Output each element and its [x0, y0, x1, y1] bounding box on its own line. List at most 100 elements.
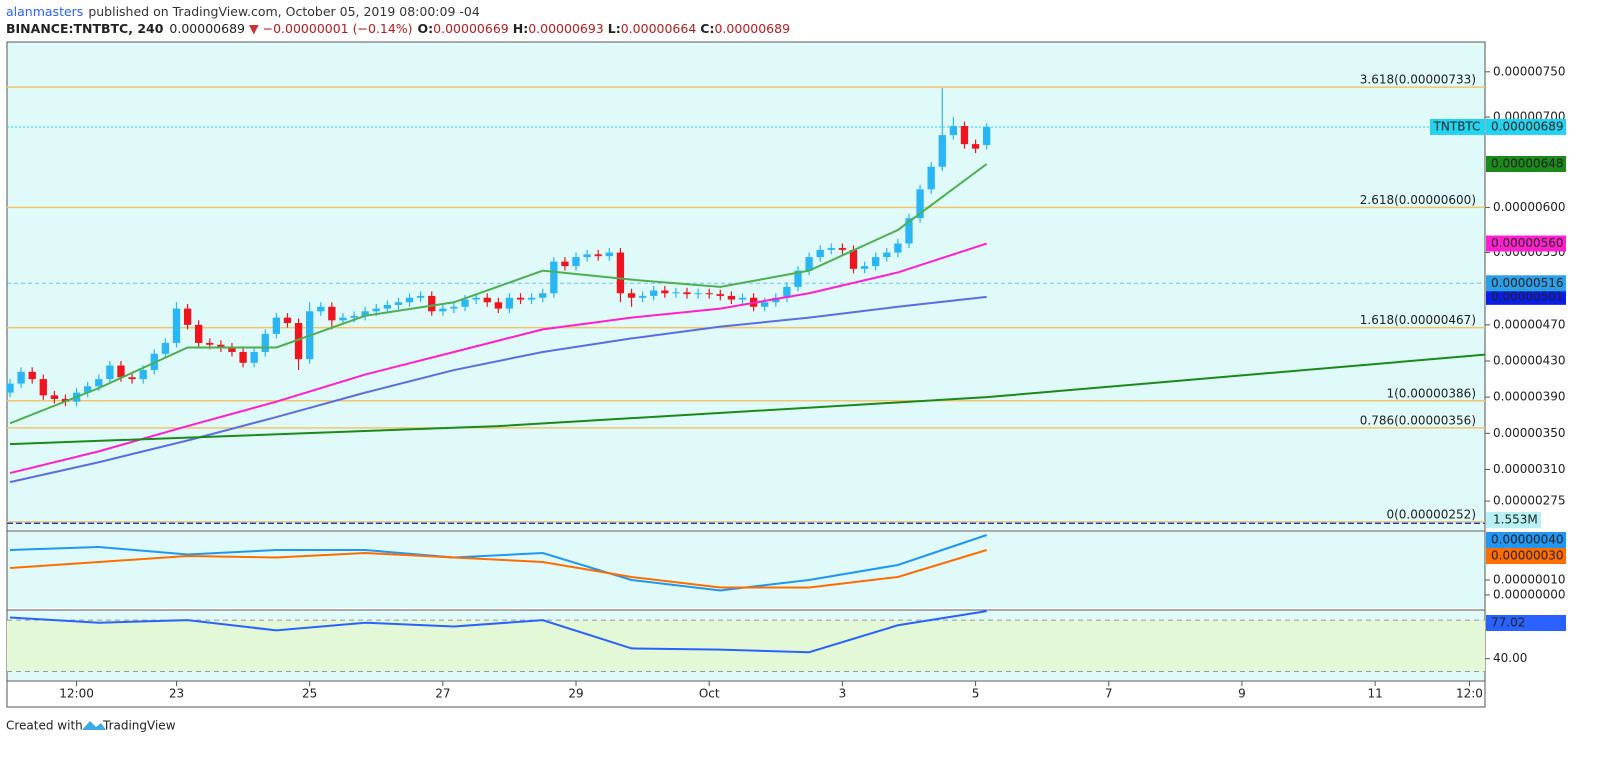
y-tick-label: 0.00000390: [1493, 390, 1566, 404]
candle-body: [472, 297, 480, 300]
x-tick-label: 5: [972, 687, 980, 701]
chart-frame: [6, 41, 1486, 708]
candle-body: [572, 257, 580, 267]
x-tick-label: 29: [568, 687, 583, 701]
ma-label-box: [1486, 156, 1566, 172]
macd-label: 0.00000040: [1491, 533, 1564, 547]
marker-label-box: [1486, 275, 1566, 292]
x-tick-label: 25: [302, 687, 317, 701]
volume-label: 1.553M: [1493, 513, 1538, 527]
candle-body: [339, 317, 347, 321]
price-axis: [1486, 42, 1615, 707]
brand-logo: [82, 721, 106, 730]
candle-body: [949, 126, 958, 136]
c: 0.00000689: [714, 21, 790, 36]
candle-body: [416, 295, 425, 298]
y-tick-label: 0.00000350: [1493, 426, 1566, 440]
last-price-label-box: [1486, 118, 1566, 135]
candle-body: [527, 297, 536, 300]
candle-body: [383, 304, 392, 309]
candle-body: [827, 248, 835, 250]
y-tick-label: 0.00000000: [1493, 587, 1566, 601]
candle-body: [95, 379, 103, 387]
arrow: ▼: [249, 21, 259, 36]
l-label: L:: [608, 21, 621, 36]
candle-body: [505, 297, 514, 309]
candle-body: [716, 294, 724, 296]
l: 0.00000664: [621, 21, 697, 36]
h-label: H:: [513, 21, 528, 36]
candle-body: [938, 135, 946, 167]
candle-body: [960, 126, 969, 145]
ma-label: 0.00000648: [1491, 157, 1564, 171]
candle-body: [605, 252, 613, 257]
candle-body: [905, 218, 913, 244]
x-tick-label: Oct: [699, 687, 720, 701]
fib-label: 2.618(0.00000600): [1360, 193, 1476, 207]
c-label: C:: [700, 21, 714, 36]
macd-line: [9, 534, 987, 592]
macd-pane: [7, 532, 1485, 608]
header-line-2: BINANCE:TNTBTC, 240 0.00000689 ▼ −0.0000000…: [6, 21, 790, 36]
y-tick-label: 40.00: [1493, 651, 1527, 665]
candle-body: [616, 252, 625, 294]
rsi-label: 77.02: [1491, 616, 1525, 630]
header-line-1: alanmasters published on TradingView.com,…: [6, 4, 480, 19]
y-tick-label: 0.00000430: [1493, 354, 1566, 368]
x-tick-label: 12:0: [1456, 687, 1483, 701]
candle-body: [494, 302, 502, 309]
symbol-box: [1430, 118, 1485, 135]
moving-average: [9, 242, 987, 475]
candle-body: [261, 333, 269, 352]
candle-body: [594, 254, 602, 257]
candle-body: [294, 323, 303, 360]
candle-body: [738, 297, 747, 300]
candle-body: [195, 324, 203, 343]
candle-body: [550, 261, 558, 294]
candle-body: [916, 189, 924, 219]
ma-label: 0.00000501: [1491, 289, 1564, 303]
last-price-label: 0.00000689: [1491, 119, 1564, 133]
symbol: BINANCE:TNTBTC, 240: [6, 21, 164, 36]
candle-body: [838, 248, 847, 250]
candle-body: [272, 317, 281, 334]
candle-body: [694, 293, 702, 295]
candle-body: [761, 302, 769, 307]
ma-label-box: [1486, 235, 1566, 252]
candle-body: [860, 266, 869, 269]
candle-body: [683, 292, 691, 295]
candle-body: [539, 293, 547, 298]
candle-body: [117, 365, 125, 378]
y-tick-label: 0.00000470: [1493, 317, 1566, 331]
candle-body: [361, 311, 369, 316]
x-tick-label: 12:00: [59, 687, 94, 701]
candle-body: [283, 317, 292, 324]
candle-body: [317, 306, 325, 312]
candle-body: [872, 257, 880, 267]
author[interactable]: alanmasters: [6, 4, 83, 19]
moving-average: [9, 353, 1486, 446]
published: published on TradingView.com, October 05…: [88, 4, 480, 19]
footer-text: Created with: [6, 719, 83, 733]
candle-body: [28, 371, 36, 380]
candle-body: [139, 370, 147, 380]
candle-body: [17, 371, 25, 384]
candle-body: [894, 243, 902, 253]
brand[interactable]: TradingView: [102, 719, 176, 733]
candle-body: [727, 295, 736, 300]
macd-label: 0.00000030: [1491, 548, 1564, 562]
candle-body: [638, 295, 647, 298]
candle-body: [816, 249, 824, 258]
candle-body: [328, 306, 336, 321]
last: 0.00000689: [169, 21, 245, 36]
candle-body: [883, 252, 891, 258]
y-tick-label: 0.00000275: [1493, 494, 1566, 508]
candle-body: [350, 315, 358, 318]
moving-average: [9, 163, 988, 425]
candle-body: [450, 306, 458, 309]
x-tick-label: 3: [839, 687, 847, 701]
candle-body: [627, 293, 636, 298]
candle-body: [161, 342, 170, 354]
candle-body: [971, 144, 980, 149]
fib-label: 1.618(0.00000467): [1360, 313, 1476, 327]
